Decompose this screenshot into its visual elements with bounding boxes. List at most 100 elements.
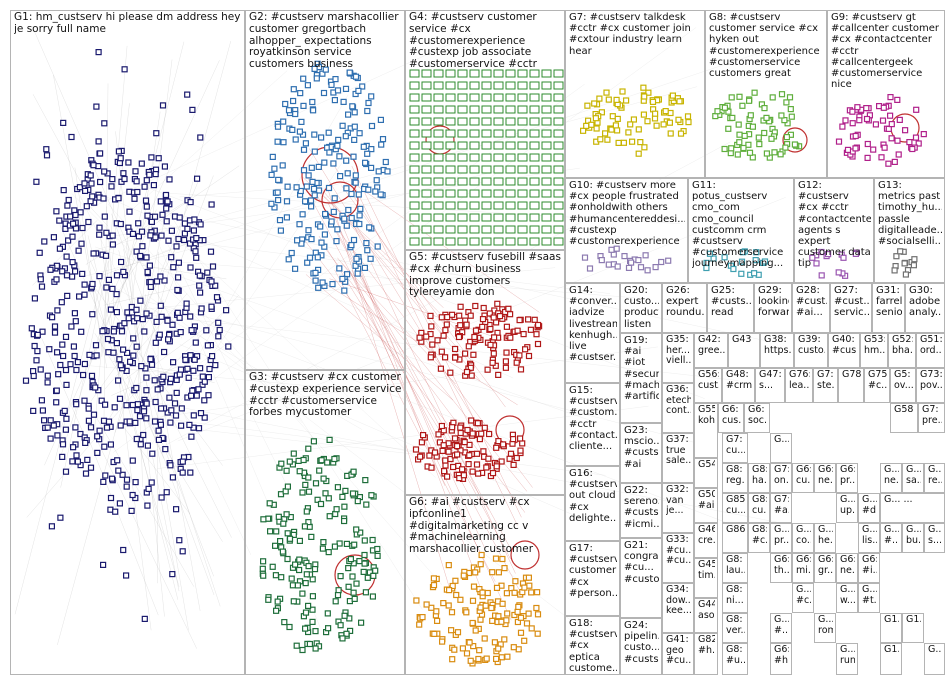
graph-node bbox=[442, 354, 449, 361]
graph-edge bbox=[184, 241, 611, 294]
graph-edge bbox=[169, 260, 635, 298]
graph-node bbox=[59, 441, 67, 448]
graph-node bbox=[316, 467, 323, 474]
group-panel-g37: G37: true sale... bbox=[662, 433, 694, 483]
graph-node bbox=[300, 102, 307, 110]
group-panel-g16: G16: #custserv out cloud #cx delighte... bbox=[565, 466, 620, 541]
graph-node bbox=[60, 119, 67, 127]
graph-edge bbox=[26, 385, 142, 518]
graph-node bbox=[553, 141, 564, 150]
graph-node bbox=[281, 618, 288, 626]
graph-node bbox=[283, 198, 291, 205]
graph-node bbox=[309, 98, 316, 106]
graph-node bbox=[204, 342, 211, 349]
graph-node bbox=[421, 129, 432, 138]
group-label: G3: #custserv #cx customer #custexp expe… bbox=[249, 372, 402, 419]
graph-node bbox=[433, 81, 444, 90]
group-label: G6: gr... bbox=[818, 555, 833, 576]
graph-node bbox=[188, 433, 195, 440]
graph-node bbox=[320, 475, 327, 482]
graph-node bbox=[279, 548, 286, 555]
group-panel-h16: G... ne... bbox=[880, 463, 902, 493]
cluster-g1 bbox=[28, 147, 223, 515]
group-panel-h4: G1... bbox=[880, 643, 902, 675]
graph-node bbox=[119, 471, 126, 478]
graph-node bbox=[421, 201, 432, 210]
group-panel-g32: G32: van je... bbox=[662, 483, 694, 533]
graph-node bbox=[311, 565, 319, 573]
graph-node bbox=[289, 126, 296, 134]
group-label: G... bu... bbox=[906, 525, 921, 546]
graph-node bbox=[30, 407, 37, 414]
graph-node bbox=[191, 216, 198, 223]
graph-node bbox=[293, 184, 300, 191]
graph-node bbox=[309, 618, 316, 626]
graph-node bbox=[409, 189, 420, 198]
graph-node bbox=[351, 123, 358, 130]
graph-node bbox=[457, 69, 468, 78]
graph-node bbox=[120, 268, 127, 275]
group-panel-gj: G8: ni... bbox=[722, 583, 748, 613]
graph-node bbox=[167, 375, 174, 382]
graph-node bbox=[336, 153, 343, 160]
graph-node bbox=[553, 117, 564, 126]
graph-node bbox=[309, 593, 316, 600]
graph-node bbox=[81, 397, 88, 404]
graph-edge bbox=[124, 70, 288, 217]
graph-node bbox=[421, 225, 432, 234]
group-panel-gb: G5: ov... bbox=[890, 368, 916, 403]
graph-node bbox=[81, 281, 88, 288]
graph-node bbox=[345, 583, 352, 590]
graph-edge bbox=[89, 271, 180, 587]
graph-node bbox=[299, 590, 306, 597]
group-panel-g5: G5: #custserv fusebill #saas #cx #churn … bbox=[405, 250, 565, 495]
graph-node bbox=[310, 107, 317, 114]
graph-edge bbox=[162, 53, 758, 253]
graph-node bbox=[481, 141, 492, 150]
group-label: G24: pipelin... custo... #custs... bbox=[624, 620, 659, 665]
group-label: G6: cus... bbox=[722, 405, 741, 426]
graph-node bbox=[302, 609, 310, 616]
graph-node bbox=[318, 134, 325, 141]
graph-node bbox=[158, 232, 165, 239]
graph-node bbox=[134, 315, 141, 322]
group-label: G5: #custserv fusebill #saas #cx #churn … bbox=[409, 252, 561, 299]
graph-node bbox=[445, 69, 456, 78]
graph-node bbox=[164, 198, 171, 205]
graph-node bbox=[179, 469, 186, 476]
group-panel-g7: G7: #custserv talkdesk #cctr #cx custome… bbox=[565, 10, 705, 178]
graph-node bbox=[494, 300, 501, 307]
graph-node bbox=[185, 374, 192, 381]
group-label: G1: hm_custserv hi please dm address hey… bbox=[14, 12, 241, 35]
graph-node bbox=[65, 196, 72, 204]
graph-node bbox=[125, 159, 132, 166]
graph-node bbox=[529, 141, 540, 150]
graph-node bbox=[303, 508, 310, 515]
graph-node bbox=[339, 635, 346, 642]
graph-node bbox=[163, 489, 170, 496]
group-panel-g24: G24: pipelin... custo... #custs... bbox=[620, 618, 662, 675]
graph-node bbox=[161, 163, 168, 170]
graph-node bbox=[197, 410, 205, 417]
graph-node bbox=[362, 159, 369, 166]
graph-node bbox=[72, 211, 79, 219]
graph-node bbox=[57, 361, 64, 369]
graph-node bbox=[130, 352, 137, 359]
graph-node bbox=[119, 346, 127, 353]
graph-node bbox=[322, 490, 329, 497]
graph-node bbox=[59, 268, 66, 275]
graph-edge bbox=[100, 234, 152, 631]
graph-node bbox=[469, 189, 480, 198]
graph-node bbox=[43, 152, 51, 159]
graph-node bbox=[188, 392, 195, 399]
graph-node bbox=[155, 436, 162, 443]
graph-node bbox=[163, 218, 170, 225]
graph-node bbox=[377, 116, 384, 124]
graph-node bbox=[115, 195, 122, 202]
graph-node bbox=[53, 399, 60, 406]
graph-node bbox=[183, 300, 190, 307]
group-label: G50: #ai... bbox=[698, 490, 715, 511]
graph-node bbox=[330, 208, 337, 215]
graph-node bbox=[197, 365, 204, 372]
group-label: G1... bbox=[884, 615, 899, 625]
